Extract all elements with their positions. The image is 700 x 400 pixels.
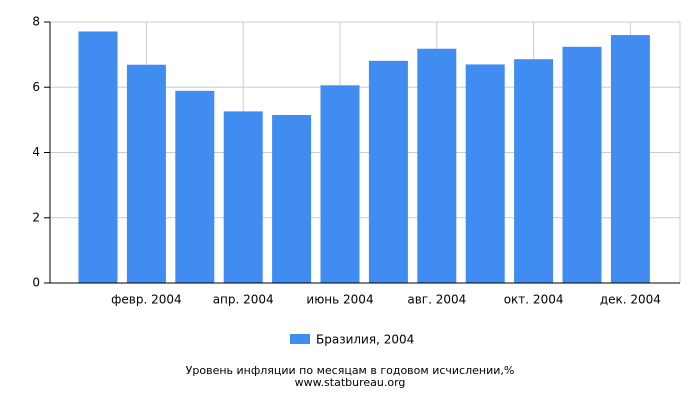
footer-title: Уровень инфляции по месяцам в годовом ис…: [186, 364, 515, 377]
bar: [126, 64, 166, 284]
bar: [417, 48, 457, 283]
y-tick-label: 8: [32, 15, 40, 29]
bar: [175, 90, 215, 284]
y-tick-label: 0: [32, 276, 40, 290]
x-tick-label: авг. 2004: [407, 293, 466, 307]
x-tick-label: июнь 2004: [306, 293, 373, 307]
y-tick-label: 6: [32, 80, 40, 94]
bar: [272, 114, 312, 283]
x-tick-label: февр. 2004: [111, 293, 182, 307]
bar: [610, 35, 650, 283]
footer-source: www.statbureau.org: [295, 376, 406, 389]
bar: [562, 46, 602, 283]
bar: [78, 31, 118, 284]
legend-label: Бразилия, 2004: [316, 333, 414, 347]
bar: [320, 85, 360, 283]
bar: [465, 64, 505, 283]
bar: [514, 59, 554, 283]
bar: [368, 60, 408, 284]
x-tick-label: апр. 2004: [213, 293, 274, 307]
x-tick-label: окт. 2004: [504, 293, 564, 307]
y-tick-label: 4: [32, 145, 40, 159]
y-tick-label: 2: [32, 210, 40, 224]
legend-swatch: [290, 334, 310, 344]
bar: [223, 111, 263, 283]
x-tick-label: дек. 2004: [600, 293, 661, 307]
